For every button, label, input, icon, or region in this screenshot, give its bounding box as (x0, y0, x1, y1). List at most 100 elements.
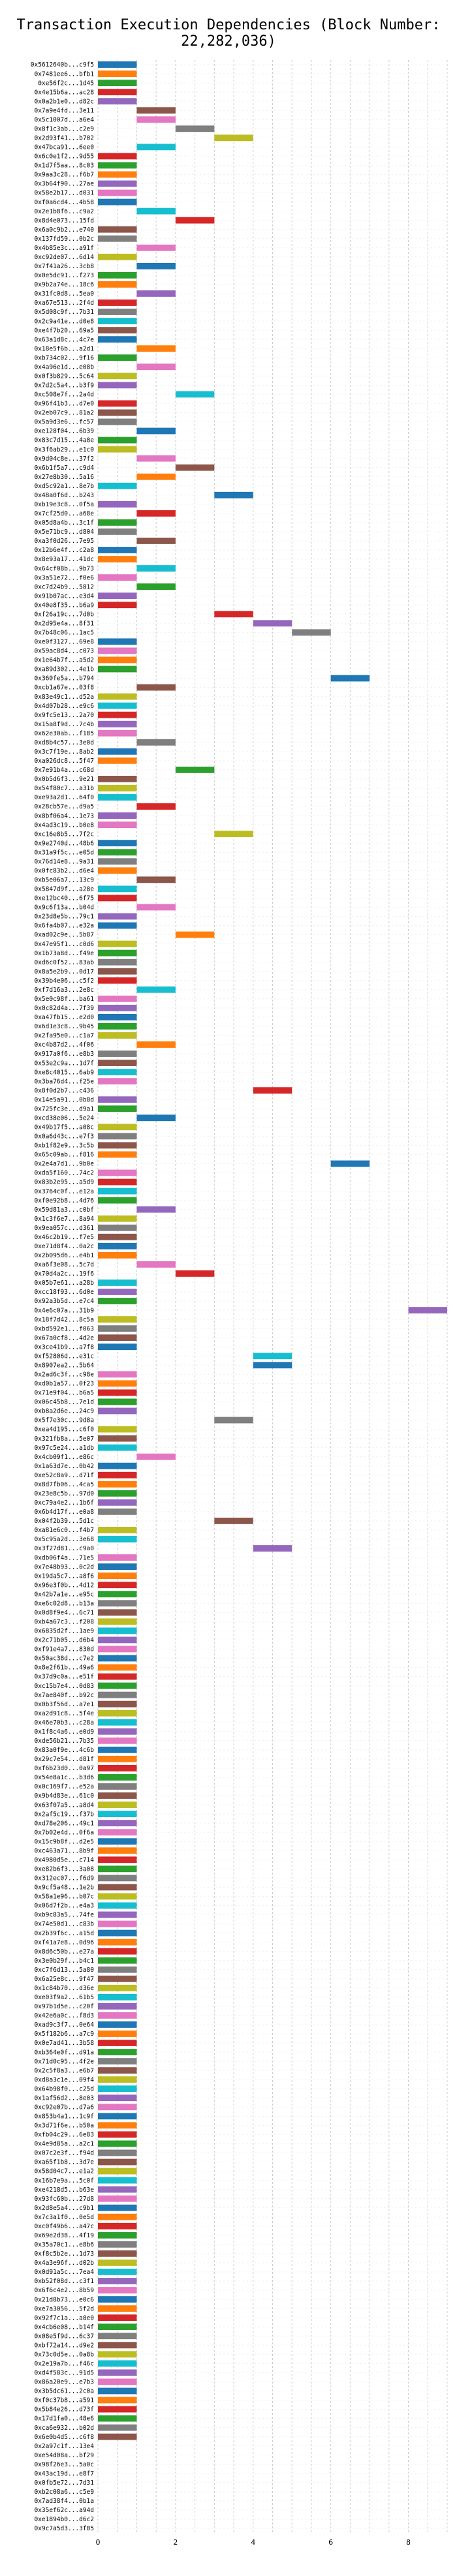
tx-bar (98, 299, 137, 306)
tx-bar (98, 327, 137, 334)
tx-bar (214, 491, 253, 498)
y-tick-label: 0xdb06f4a...71e5 (34, 1554, 94, 1561)
y-tick-label: 0xc92de07...6d14 (34, 254, 94, 261)
y-tick-label: 0xf52806d...e31c (34, 1353, 94, 1360)
tx-bar (98, 940, 137, 947)
tx-bar (98, 794, 137, 801)
x-tick-label: 4 (251, 2538, 255, 2547)
y-tick-label: 0xf8c5b2e...1d73 (34, 2250, 94, 2258)
tx-bar (98, 2094, 137, 2102)
chart-title: Transaction Execution Dependencies (Bloc… (16, 17, 441, 50)
bar-layer (98, 61, 447, 2440)
tx-bar (136, 565, 176, 572)
y-tick-label: 0x2e1b8f6...c9a2 (34, 208, 94, 215)
tx-bar (98, 1764, 137, 1771)
y-tick-label: 0x42e6a0c...f8d3 (34, 2012, 94, 2019)
tx-bar (408, 1307, 447, 1313)
tx-bar (98, 1325, 137, 1332)
tx-bar (98, 2287, 137, 2293)
tx-bar (98, 1993, 137, 2001)
y-tick-label: 0xc16e8b5...7f2c (34, 831, 94, 838)
tx-bar (330, 1160, 370, 1167)
tx-bar (98, 1719, 137, 1726)
y-tick-label: 0x28cb57e...d9a5 (34, 803, 94, 810)
tx-bar (136, 583, 176, 590)
y-tick-label: 0x17d1fa0...48e6 (34, 2415, 94, 2423)
y-tick-label: 0xb19e3c8...0f5a (34, 501, 94, 508)
y-tick-label: 0x48a0f6d...b243 (34, 492, 94, 499)
y-tick-label: 0x0d8f9e4...6c71 (34, 1609, 94, 1616)
tx-bar (98, 162, 137, 169)
y-tick-label: 0xe71d8f4...0a2c (34, 1243, 94, 1250)
y-tick-label: 0x14e5a91...0b8d (34, 1096, 94, 1103)
y-tick-label: 0xa3f0d26...7e95 (34, 538, 94, 545)
tx-bar (136, 1206, 176, 1213)
y-tick-label: 0xad02c9e...5b87 (34, 932, 94, 939)
y-tick-label: 0xa89d302...4e1b (34, 666, 94, 673)
y-tick-label: 0x2fa95e0...c1a7 (34, 1032, 94, 1039)
tx-bar (98, 1939, 137, 1946)
tx-bar (98, 2168, 137, 2175)
tx-bar (98, 2177, 137, 2184)
tx-bar (98, 949, 137, 957)
tx-bar (98, 1783, 137, 1790)
tx-bar (98, 2231, 137, 2239)
y-tick-label: 0x83e49c1...d52a (34, 694, 94, 701)
y-tick-label: 0x06d7f2b...e4a3 (34, 1903, 94, 1910)
y-tick-label: 0xa026dc8...5f47 (34, 758, 94, 765)
y-tick-label: 0x3a51e72...f0e6 (34, 574, 94, 581)
y-tick-label: 0x0a2b1e0...d82c (34, 98, 94, 105)
y-tick-label: 0x23e8c5b...97d0 (34, 1490, 94, 1497)
tx-bar (98, 2113, 137, 2120)
y-tick-label: 0xa6f3e08...5c7d (34, 1261, 94, 1268)
tx-bar (330, 675, 370, 682)
y-tick-label: 0x8e2f61b...49a6 (34, 1664, 94, 1672)
tx-bar (98, 1105, 137, 1112)
y-tick-label: 0xcc18f93...6d0e (34, 1289, 94, 1296)
tx-bar (175, 391, 215, 398)
y-tick-label: 0x97b1d5e...c20f (34, 2003, 94, 2010)
y-tick-label: 0xf7d16a3...2e8c (34, 987, 94, 994)
y-tick-label: 0xcb1a67e...03f8 (34, 684, 94, 692)
tx-bar (98, 189, 137, 196)
tx-bar (98, 1398, 137, 1405)
y-tick-label: 0x46c2b19...f7e5 (34, 1234, 94, 1241)
tx-bar (98, 556, 137, 562)
tx-bar (136, 144, 176, 151)
tx-bar (98, 373, 137, 380)
y-tick-label: 0x91b07ac...e3d4 (34, 592, 94, 600)
tx-bar (98, 1984, 137, 1991)
tx-bar (98, 1224, 137, 1231)
y-tick-label: 0x71d0c95...4f2e (34, 2058, 94, 2065)
y-tick-label: 0x1af56d2...8e03 (34, 2094, 94, 2102)
y-tick-label: 0x92a3b5d...e7c4 (34, 1298, 94, 1305)
y-tick-label: 0xc7d24b9...5812 (34, 583, 94, 590)
y-tick-label: 0x71e9f04...b6a5 (34, 1390, 94, 1397)
y-tick-label: 0x0fb5e72...7d31 (34, 2479, 94, 2487)
tx-bar (98, 1004, 137, 1011)
tx-bar (98, 1572, 137, 1580)
y-tick-label: 0x360fe5a...b794 (34, 675, 94, 682)
tx-bar (98, 592, 137, 600)
tx-bar (98, 812, 137, 819)
tx-bar (136, 262, 176, 269)
y-tick-label: 0x07c2e3f...f94d (34, 2150, 94, 2157)
tx-bar (98, 2021, 137, 2028)
y-tick-label: 0x83c7d15...4a8e (34, 437, 94, 444)
y-tick-label: 0x39b4e06...c5f2 (34, 977, 94, 985)
tx-bar (98, 2085, 137, 2093)
tx-bar (98, 1664, 137, 1671)
tx-bar (98, 574, 137, 581)
y-tick-label: 0x40e8f35...b6a9 (34, 602, 94, 609)
tx-bar (98, 2131, 137, 2138)
y-tick-label: 0x9c6f13a...b04d (34, 904, 94, 912)
y-tick-label: 0x18e5f6b...a2d1 (34, 345, 94, 352)
y-tick-label: 0x5f182b6...a7c9 (34, 2031, 94, 2038)
tx-bar (98, 995, 137, 1002)
y-tick-label: 0x8e93a17...41dc (34, 556, 94, 563)
y-tick-label: 0x5e0c98f...ba61 (34, 996, 94, 1003)
tx-bar (136, 207, 176, 215)
tx-bar (175, 125, 215, 132)
y-tick-label: 0x3ce41b9...a7f8 (34, 1343, 94, 1351)
